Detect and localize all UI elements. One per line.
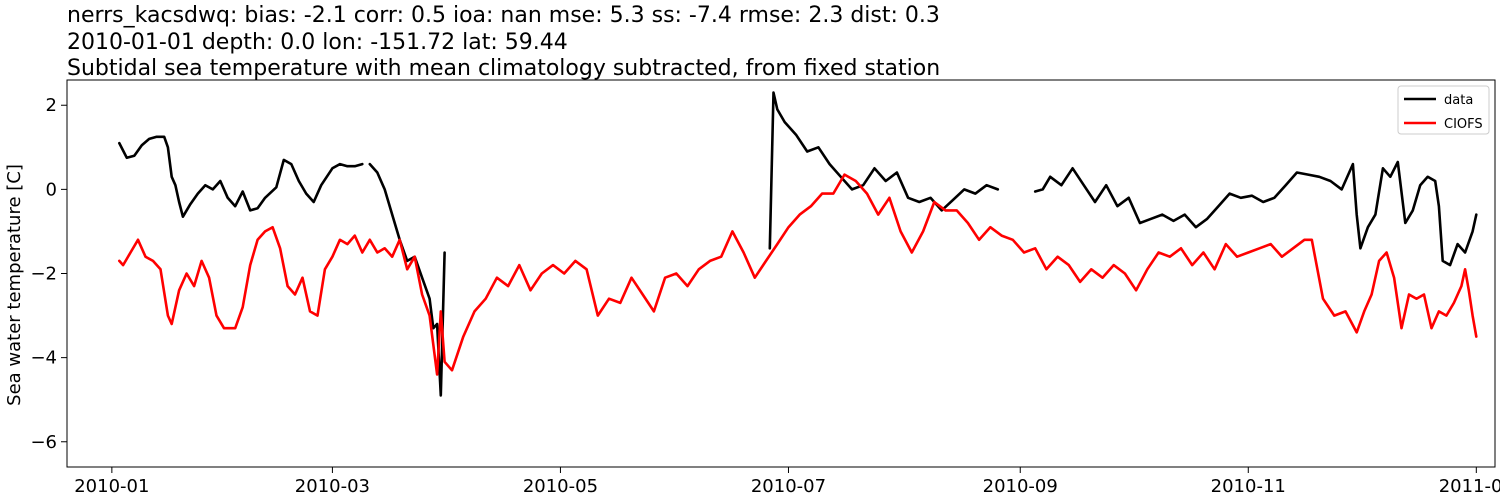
plot-frame bbox=[66, 79, 1496, 468]
legend-label-data: data bbox=[1444, 93, 1473, 108]
y-tick-label: 2 bbox=[46, 95, 57, 116]
y-tick-label: −2 bbox=[30, 264, 57, 285]
series-layer bbox=[118, 91, 1478, 397]
chart-title: nerrs_kacsdwq: bias: -2.1 corr: 0.5 ioa:… bbox=[67, 3, 940, 81]
x-axis: 2010-01 2010-03 2010-05 2010-07 2010-09 2010-… bbox=[74, 467, 1500, 497]
x-tick-label: 2010-11 bbox=[1211, 476, 1286, 497]
y-axis-label: Sea water temperature [C] bbox=[4, 164, 25, 406]
title-line-metrics: nerrs_kacsdwq: bias: -2.1 corr: 0.5 ioa:… bbox=[67, 3, 940, 28]
title-line-description: Subtidal sea temperature with mean clima… bbox=[67, 56, 940, 81]
x-tick-label: 2010-05 bbox=[523, 476, 598, 497]
x-tick-label: 2010-07 bbox=[751, 476, 826, 497]
legend-label-ciofs: CIOFS bbox=[1444, 117, 1483, 132]
series-line-data bbox=[118, 91, 1478, 397]
x-tick-label: 2010-09 bbox=[983, 476, 1058, 497]
x-tick-label: 2010-03 bbox=[295, 476, 370, 497]
x-tick-label: 2011-01 bbox=[1439, 476, 1500, 497]
series-line-ciofs bbox=[118, 173, 1478, 376]
x-tick-label: 2010-01 bbox=[74, 476, 149, 497]
title-line-location: 2010-01-01 depth: 0.0 lon: -151.72 lat: … bbox=[67, 30, 568, 55]
y-tick-label: 0 bbox=[46, 179, 57, 200]
y-axis: 2 0 −2 −4 −6 bbox=[30, 95, 67, 453]
legend: data CIOFS bbox=[1397, 85, 1490, 135]
y-tick-label: −6 bbox=[30, 432, 57, 453]
y-tick-label: −4 bbox=[30, 348, 57, 369]
